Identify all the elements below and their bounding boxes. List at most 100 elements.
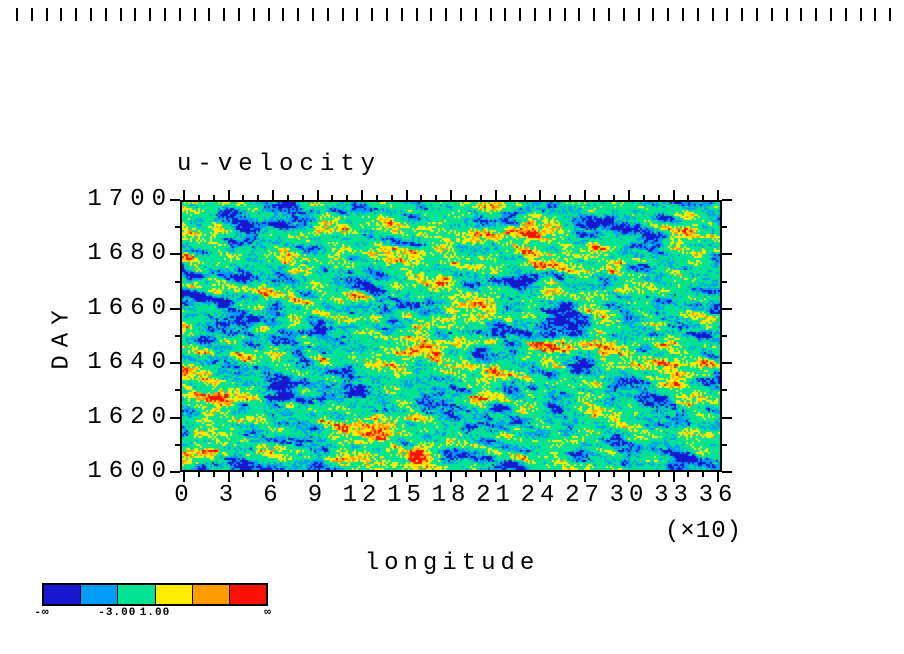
page-tick (667, 8, 670, 21)
x-minor-tick (657, 472, 660, 477)
x-minor-tick (435, 195, 438, 200)
y-major-tick (722, 362, 732, 365)
page-tick (356, 8, 359, 21)
colorbar-label: 1.00 (139, 607, 171, 619)
page-tick (696, 8, 699, 21)
page-tick (889, 8, 892, 21)
page-tick (844, 8, 847, 21)
x-minor-tick (331, 195, 334, 200)
page-tick (504, 8, 507, 21)
x-major-tick (316, 472, 319, 482)
x-minor-tick (390, 472, 393, 477)
x-minor-tick (420, 472, 423, 477)
page-tick (178, 8, 181, 21)
page-tick (415, 8, 418, 21)
page-tick (60, 8, 63, 21)
x-tick-label: 18 (431, 482, 471, 509)
page-tick (534, 8, 536, 21)
x-minor-tick (598, 195, 601, 200)
y-minor-tick (175, 226, 180, 229)
page-tick (90, 8, 92, 21)
page-tick (134, 8, 137, 21)
y-minor-tick (722, 226, 727, 229)
x-major-tick (227, 190, 230, 200)
page-tick (519, 8, 522, 21)
x-minor-tick (687, 195, 690, 200)
x-minor-tick (242, 195, 245, 200)
x-minor-tick (464, 195, 467, 200)
page-tick (75, 8, 78, 21)
page-tick (830, 8, 832, 21)
page-tick (30, 8, 33, 21)
x-tick-label: 33 (654, 482, 693, 509)
x-minor-tick (286, 472, 289, 477)
x-minor-tick (331, 472, 334, 477)
x-minor-tick (257, 195, 260, 200)
page-tick (726, 8, 729, 21)
y-major-tick (170, 362, 180, 365)
page-tick (149, 8, 152, 21)
y-minor-tick (175, 389, 180, 392)
y-major-tick (170, 199, 180, 201)
x-minor-tick (212, 472, 215, 477)
page-tick (312, 8, 314, 21)
page-tick (785, 8, 788, 21)
x-tick-label: 21 (476, 482, 515, 509)
page-tick (578, 8, 581, 21)
y-minor-tick (722, 280, 727, 283)
x-major-tick (450, 472, 452, 482)
x-tick-label: 27 (565, 482, 604, 509)
page-tick (208, 8, 211, 21)
x-major-tick (494, 190, 497, 200)
page-tick (104, 8, 107, 21)
page-tick (756, 8, 758, 21)
page-tick (445, 8, 448, 21)
page-tick (297, 8, 300, 21)
colorbar-label: -∞ (34, 607, 50, 619)
x-major-tick (316, 190, 319, 200)
page-tick (252, 8, 255, 21)
page-tick (474, 8, 477, 21)
x-tick-label: 24 (520, 482, 560, 509)
x-minor-tick (642, 472, 645, 477)
x-major-tick (405, 472, 408, 482)
plot-frame (180, 200, 722, 472)
x-minor-tick (568, 472, 571, 477)
page-tick (652, 8, 655, 21)
x-minor-tick (346, 195, 349, 200)
x-minor-tick (346, 472, 349, 477)
x-minor-tick (464, 472, 467, 477)
y-tick-label: 1700 (87, 186, 173, 213)
x-major-tick (717, 190, 719, 200)
y-tick-label: 1620 (87, 403, 173, 431)
x-tick-label: 15 (387, 482, 426, 509)
page-tick (682, 8, 684, 21)
page-tick (326, 8, 329, 21)
x-major-tick (183, 472, 185, 482)
x-major-tick (717, 472, 719, 482)
x-minor-tick (242, 472, 245, 477)
page-tick (16, 8, 18, 21)
x-major-tick (672, 190, 675, 200)
x-major-tick (227, 472, 230, 482)
x-minor-tick (553, 472, 556, 477)
x-major-tick (628, 190, 630, 200)
x-minor-tick (375, 195, 378, 200)
colorbar-segment (44, 585, 81, 604)
x-minor-tick (301, 195, 304, 200)
x-tick-label: 12 (342, 482, 382, 509)
page-tick (637, 8, 640, 21)
x-major-tick (361, 190, 363, 200)
x-minor-tick (479, 195, 482, 200)
x-minor-tick (212, 195, 215, 200)
x-major-tick (539, 472, 541, 482)
x-minor-tick (613, 472, 616, 477)
y-major-tick (170, 307, 180, 310)
x-major-tick (628, 472, 630, 482)
x-minor-tick (479, 472, 482, 477)
y-minor-tick (722, 335, 727, 337)
x-minor-tick (435, 472, 438, 477)
page-tick (874, 8, 877, 21)
x-major-tick (494, 472, 497, 482)
colorbar-segment (228, 585, 267, 604)
